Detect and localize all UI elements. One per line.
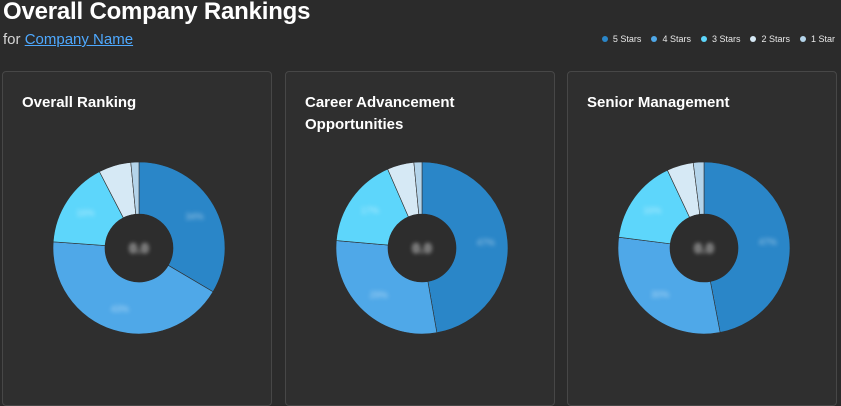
chart-legend: 5 Stars 4 Stars 3 Stars 2 Stars 1 Star: [601, 34, 835, 44]
senior-management-card: Senior Management 47% 30% 16% 0.0: [567, 71, 837, 406]
legend-label: 5 Stars: [612, 34, 642, 44]
legend-dot: [601, 36, 608, 42]
center-value: 0.0: [129, 240, 149, 256]
career-advancement-card: Career Advancement Opportunities 47% 29% 1…: [285, 71, 555, 406]
slice-label-4-stars: 43%: [111, 304, 129, 314]
donut-center: [388, 214, 456, 282]
company-name-link[interactable]: Company Name: [24, 31, 134, 48]
legend-item-3-stars[interactable]: 3 Stars: [700, 34, 741, 44]
legend-label: 1 Star: [810, 34, 835, 44]
donut-center: [670, 214, 738, 282]
overall-ranking-card: Overall Ranking 34% 43% 16% 0.0: [2, 71, 272, 406]
slice-label-5-stars: 47%: [477, 237, 495, 247]
slice-5-stars[interactable]: [703, 161, 791, 333]
senior-management-donut-chart: 47% 30% 16% 0.0: [617, 161, 791, 335]
donut-center: [105, 214, 173, 282]
legend-label: 4 Stars: [662, 34, 691, 44]
slice-label-4-stars: 30%: [651, 290, 669, 300]
slice-label-3-stars: 16%: [77, 208, 95, 218]
career-advancement-donut-chart: 47% 29% 17% 0.0: [335, 161, 509, 335]
card-title: Senior Management: [587, 94, 730, 111]
slice-label-3-stars: 17%: [361, 206, 379, 216]
legend-dot: [700, 36, 707, 42]
subtitle: for Company Name: [3, 31, 133, 48]
slice-label-4-stars: 29%: [370, 290, 388, 300]
legend-label: 2 Stars: [761, 34, 790, 44]
center-value: 0.0: [694, 240, 714, 256]
card-title: Career Advancement Opportunities: [305, 94, 455, 133]
slice-label-5-stars: 47%: [759, 237, 777, 247]
legend-item-4-stars[interactable]: 4 Stars: [651, 34, 691, 44]
page-title: Overall Company Rankings: [3, 0, 311, 25]
legend-dot: [750, 36, 757, 42]
subtitle-prefix: for: [3, 31, 21, 48]
legend-dot: [799, 36, 806, 42]
legend-dot: [651, 36, 658, 42]
legend-item-2-stars[interactable]: 2 Stars: [750, 34, 790, 44]
legend-item-5-stars[interactable]: 5 Stars: [601, 34, 642, 44]
overall-ranking-donut-chart: 34% 43% 16% 0.0: [52, 161, 226, 335]
legend-item-1-star[interactable]: 1 Star: [799, 34, 835, 44]
legend-label: 3 Stars: [711, 34, 741, 44]
center-value: 0.0: [412, 240, 432, 256]
card-title: Overall Ranking: [22, 94, 137, 111]
slice-label-3-stars: 16%: [643, 205, 661, 215]
slice-label-5-stars: 34%: [186, 211, 204, 221]
